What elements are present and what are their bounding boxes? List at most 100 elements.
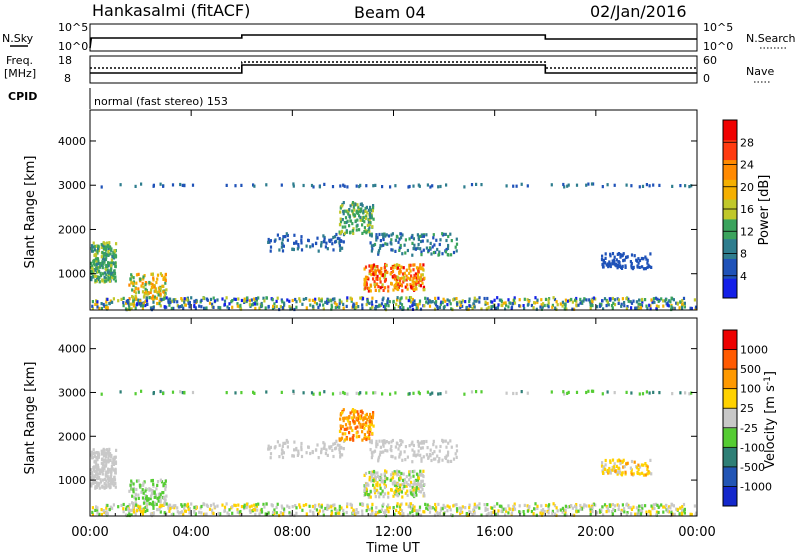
power-cell	[391, 275, 394, 279]
power-cell	[648, 303, 651, 307]
velocity-cell	[97, 451, 100, 455]
velocity-cell	[404, 491, 407, 495]
velocity-cell	[409, 511, 412, 515]
velocity-cell	[163, 499, 166, 503]
power-cell	[311, 298, 314, 302]
power-cell	[630, 301, 634, 305]
power-cell	[404, 285, 407, 289]
velocity-cell	[380, 473, 383, 477]
velocity-cell	[99, 468, 102, 472]
velocity-cell	[370, 479, 373, 483]
velocity-cell	[95, 463, 98, 467]
velocity-cell	[365, 437, 368, 442]
power-cell	[459, 303, 462, 307]
velocity-cell	[630, 512, 633, 516]
power-cell	[381, 185, 384, 189]
power-cell	[93, 263, 96, 267]
power-cell	[566, 184, 569, 188]
power-cell	[623, 258, 626, 262]
power-cell	[135, 273, 139, 277]
power-cell	[90, 276, 93, 280]
velocity-cell	[370, 506, 373, 510]
velocity-cell	[471, 512, 474, 517]
velocity-cell	[435, 445, 438, 449]
power-cell	[174, 298, 177, 302]
velocity-cell	[626, 461, 629, 465]
power-cell	[363, 220, 366, 224]
velocity-cell	[370, 421, 373, 425]
velocity-cell	[427, 455, 430, 459]
power-cell	[267, 237, 270, 242]
power-cell	[184, 303, 187, 307]
power-cell	[442, 232, 445, 236]
velocity-cell	[396, 502, 399, 506]
power-cell	[367, 217, 370, 221]
power-cell	[276, 296, 279, 300]
velocity-cell	[622, 465, 625, 469]
power-cell	[101, 245, 104, 249]
power-cell	[359, 215, 362, 220]
power-cell	[380, 244, 383, 248]
velocity-cell	[353, 415, 356, 419]
power-cell	[409, 277, 412, 281]
power-cell	[589, 302, 592, 306]
velocity-cell	[681, 512, 684, 516]
velocity-cell	[124, 513, 128, 517]
power-cell	[110, 268, 113, 272]
velocity-cell	[172, 504, 175, 508]
velocity-cell	[617, 466, 620, 470]
power-cell	[341, 225, 344, 229]
time-tick-label: 20:00	[577, 525, 614, 540]
power-cell	[688, 185, 691, 189]
power-cell	[216, 298, 219, 302]
velocity-cell	[162, 391, 165, 396]
velocity-cell	[359, 391, 362, 395]
velocity-cell	[608, 466, 611, 471]
velocity-cell	[690, 512, 693, 517]
velocity-cell	[446, 459, 449, 463]
velocity-cell	[190, 502, 193, 506]
velocity-cell	[93, 454, 96, 458]
power-cell	[641, 184, 645, 188]
velocity-cell	[346, 392, 349, 396]
power-cell	[142, 302, 145, 306]
power-cell	[369, 241, 372, 245]
velocity-cell	[441, 458, 444, 462]
velocity-cell	[571, 506, 574, 510]
colorbar-tick-label: 20	[740, 181, 754, 194]
power-cell	[92, 259, 96, 263]
velocity-cell	[327, 504, 330, 508]
power-cell	[297, 243, 300, 247]
velocity-cell	[376, 488, 379, 493]
velocity-cell	[183, 506, 186, 510]
velocity-cell	[416, 478, 420, 483]
velocity-cell	[604, 458, 607, 463]
velocity-cell	[689, 512, 692, 516]
power-cell	[364, 206, 367, 211]
colorbar-segment	[723, 447, 737, 468]
power-cell	[264, 306, 267, 310]
power-cell	[599, 304, 602, 308]
power-cell	[129, 302, 132, 306]
velocity-cell	[94, 460, 98, 464]
power-cell	[652, 297, 655, 301]
power-cell	[404, 238, 407, 242]
velocity-cell	[288, 511, 291, 515]
velocity-cell	[442, 503, 445, 507]
power-cell	[122, 304, 125, 308]
power-cell	[151, 272, 154, 276]
velocity-cell	[142, 483, 145, 487]
power-cell	[690, 306, 693, 311]
power-cell	[103, 271, 106, 275]
power-cell	[157, 286, 160, 290]
power-cell	[387, 285, 390, 289]
power-cell	[694, 305, 698, 309]
power-cell	[583, 297, 586, 301]
power-cell	[307, 238, 310, 242]
velocity-cell	[369, 513, 372, 517]
power-cell	[188, 300, 191, 305]
power-cell	[322, 240, 325, 244]
velocity-cell	[617, 504, 620, 508]
velocity-cell	[439, 508, 442, 512]
velocity-cell	[498, 504, 501, 508]
